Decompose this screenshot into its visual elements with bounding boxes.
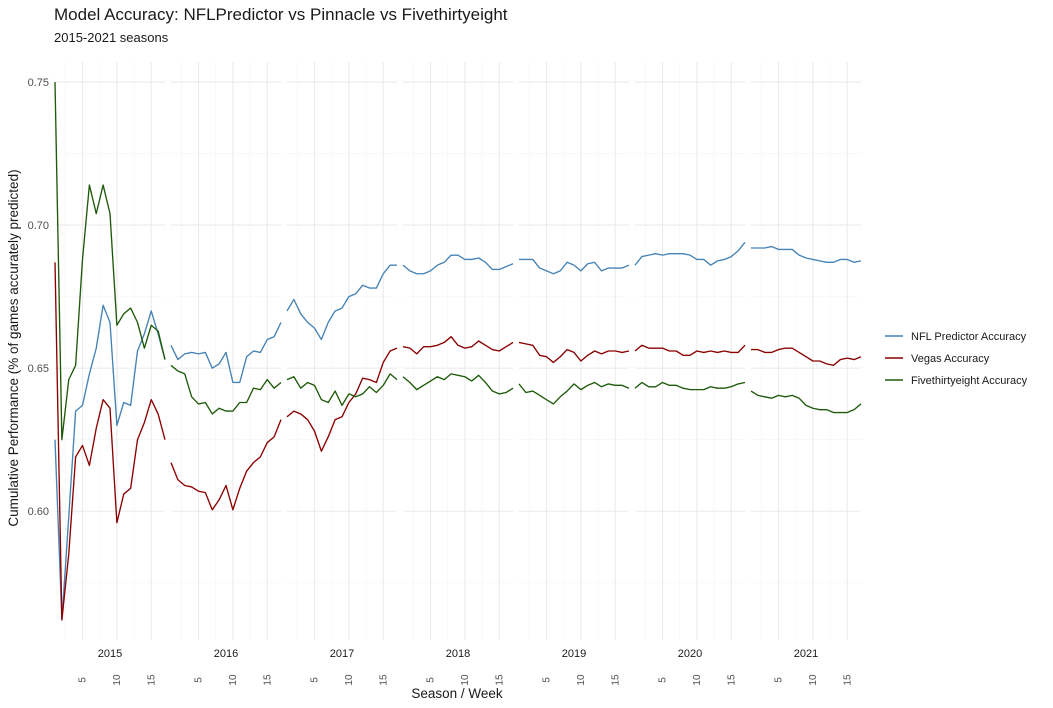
chart-subtitle: 2015-2021 seasons xyxy=(54,30,169,45)
x-tick-label: 15 xyxy=(262,674,273,686)
x-tick-label: 15 xyxy=(378,674,389,686)
facet-strip-label: 2017 xyxy=(330,648,354,660)
series-line xyxy=(634,344,746,356)
x-tick-label: 15 xyxy=(610,674,621,686)
x-tick-label: 5 xyxy=(774,677,785,683)
series-line xyxy=(170,419,282,511)
x-tick-label: 10 xyxy=(460,674,471,686)
x-tick-label: 10 xyxy=(576,674,587,686)
series-line xyxy=(751,245,862,263)
series-line xyxy=(170,364,282,415)
series-line xyxy=(634,381,746,391)
chart-title: Model Accuracy: NFLPredictor vs Pinnacle… xyxy=(54,5,508,24)
series-line xyxy=(286,347,398,452)
x-tick-label: 15 xyxy=(726,674,737,686)
x-tick-label: 15 xyxy=(494,674,505,686)
series-line xyxy=(518,341,630,364)
series-line xyxy=(286,373,398,407)
grid-layer xyxy=(55,62,861,640)
x-tick-label: 5 xyxy=(310,677,321,683)
series-line xyxy=(750,390,862,414)
x-tick-label: 10 xyxy=(228,674,239,686)
y-tick-label: 0.70 xyxy=(28,220,49,232)
x-tick-label: 5 xyxy=(78,677,89,683)
series-line xyxy=(402,254,514,275)
x-tick-label: 15 xyxy=(842,674,853,686)
series-line xyxy=(634,241,746,266)
x-tick-label: 5 xyxy=(658,677,669,683)
series-line xyxy=(54,82,166,441)
x-tick-label: 5 xyxy=(194,677,205,683)
x-tick-label: 10 xyxy=(112,674,123,686)
x-tick-label: 10 xyxy=(808,674,819,686)
legend: NFL Predictor Accuracy Vegas Accuracy Five… xyxy=(885,331,1028,387)
series-line xyxy=(402,336,514,355)
legend-label: Fivethirtyeight Accuracy xyxy=(911,375,1028,387)
legend-label: Vegas Accuracy xyxy=(911,353,990,365)
facet-strip-label: 2020 xyxy=(678,648,702,660)
x-tick-label: 15 xyxy=(146,674,157,686)
legend-label: NFL Predictor Accuracy xyxy=(911,331,1027,343)
series-line xyxy=(286,264,397,341)
series-line xyxy=(170,322,282,384)
x-tick-label: 5 xyxy=(426,677,437,683)
facet-strip-label: 2016 xyxy=(214,648,238,660)
facet-strip-label: 2018 xyxy=(446,648,470,660)
x-tick-label: 5 xyxy=(542,677,553,683)
series-line xyxy=(54,262,166,621)
facet-strip-label: 2021 xyxy=(794,648,818,660)
series-line xyxy=(518,381,630,405)
x-axis-title: Season / Week xyxy=(411,686,503,701)
series-line xyxy=(519,258,630,275)
series-line xyxy=(402,373,514,395)
x-tick-label: 10 xyxy=(692,674,703,686)
y-tick-label: 0.75 xyxy=(28,77,49,89)
y-axis-title: Cumulative Performance (% of games accur… xyxy=(6,169,21,526)
series-lines xyxy=(54,82,862,621)
y-tick-label: 0.65 xyxy=(28,363,49,375)
series-line xyxy=(54,304,166,621)
facet-strip-label: 2015 xyxy=(98,648,122,660)
series-line xyxy=(751,347,862,366)
x-tick-label: 10 xyxy=(344,674,355,686)
facet-strip-label: 2019 xyxy=(562,648,586,660)
axis-labels: 0.60 0.65 0.70 0.75 2015 5 10 15 2016 5 10 15 2017 5 1… xyxy=(28,77,854,686)
y-tick-label: 0.60 xyxy=(28,506,49,518)
